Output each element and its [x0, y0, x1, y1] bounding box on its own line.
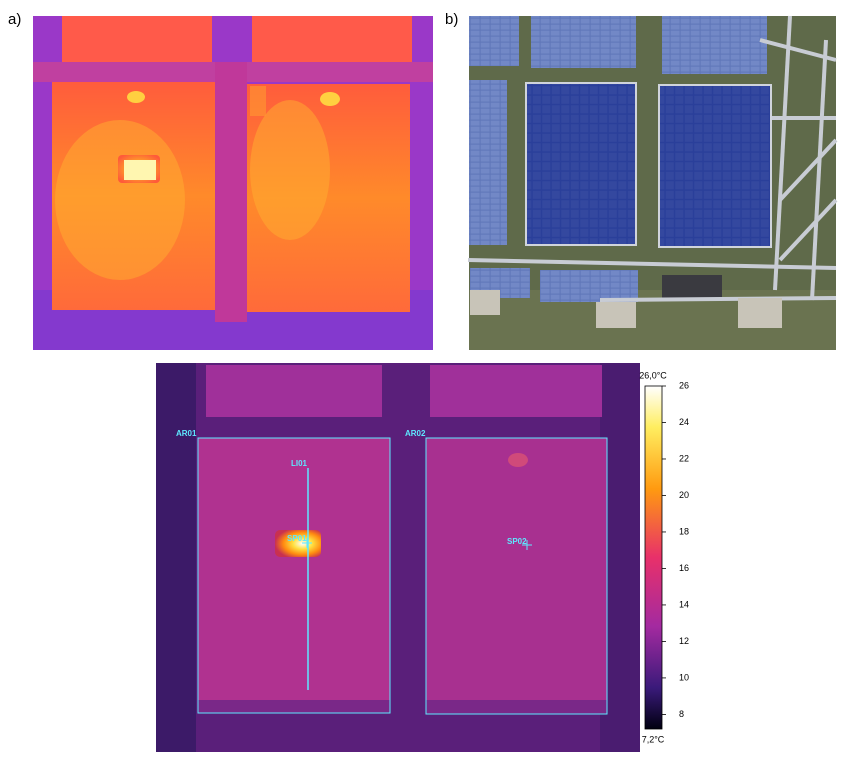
colorbar-tick-label: 20 [679, 490, 689, 500]
colorbar-min: 7,2°C [642, 734, 665, 744]
colorbar-tick-label: 18 [679, 526, 689, 536]
panel-label: a) [8, 11, 21, 28]
colorbar-tick-label: 26 [679, 380, 689, 390]
area-label: AR01 [176, 429, 197, 438]
colorbar-tick-label: 14 [679, 599, 689, 609]
thermal-image-c [156, 363, 640, 752]
colorbar-tick-label: 22 [679, 453, 689, 463]
photo-b [467, 15, 838, 350]
line-label: LI01 [291, 459, 308, 468]
area-label: AR02 [405, 429, 426, 438]
colorbar-tick-label: 10 [679, 672, 689, 682]
colorbar-max: 26,0°C [639, 370, 667, 380]
colorbar-tick-label: 16 [679, 563, 689, 573]
colorbar-tick-label: 24 [679, 417, 689, 427]
colorbar [644, 385, 663, 730]
colorbar-tick-label: 8 [679, 709, 684, 719]
spot-label: SP02 [507, 537, 527, 546]
spot-label: SP01 [287, 534, 307, 543]
panel-label: b) [445, 11, 458, 28]
colorbar-tick-label: 12 [679, 636, 689, 646]
thermal-image-a [33, 16, 433, 350]
